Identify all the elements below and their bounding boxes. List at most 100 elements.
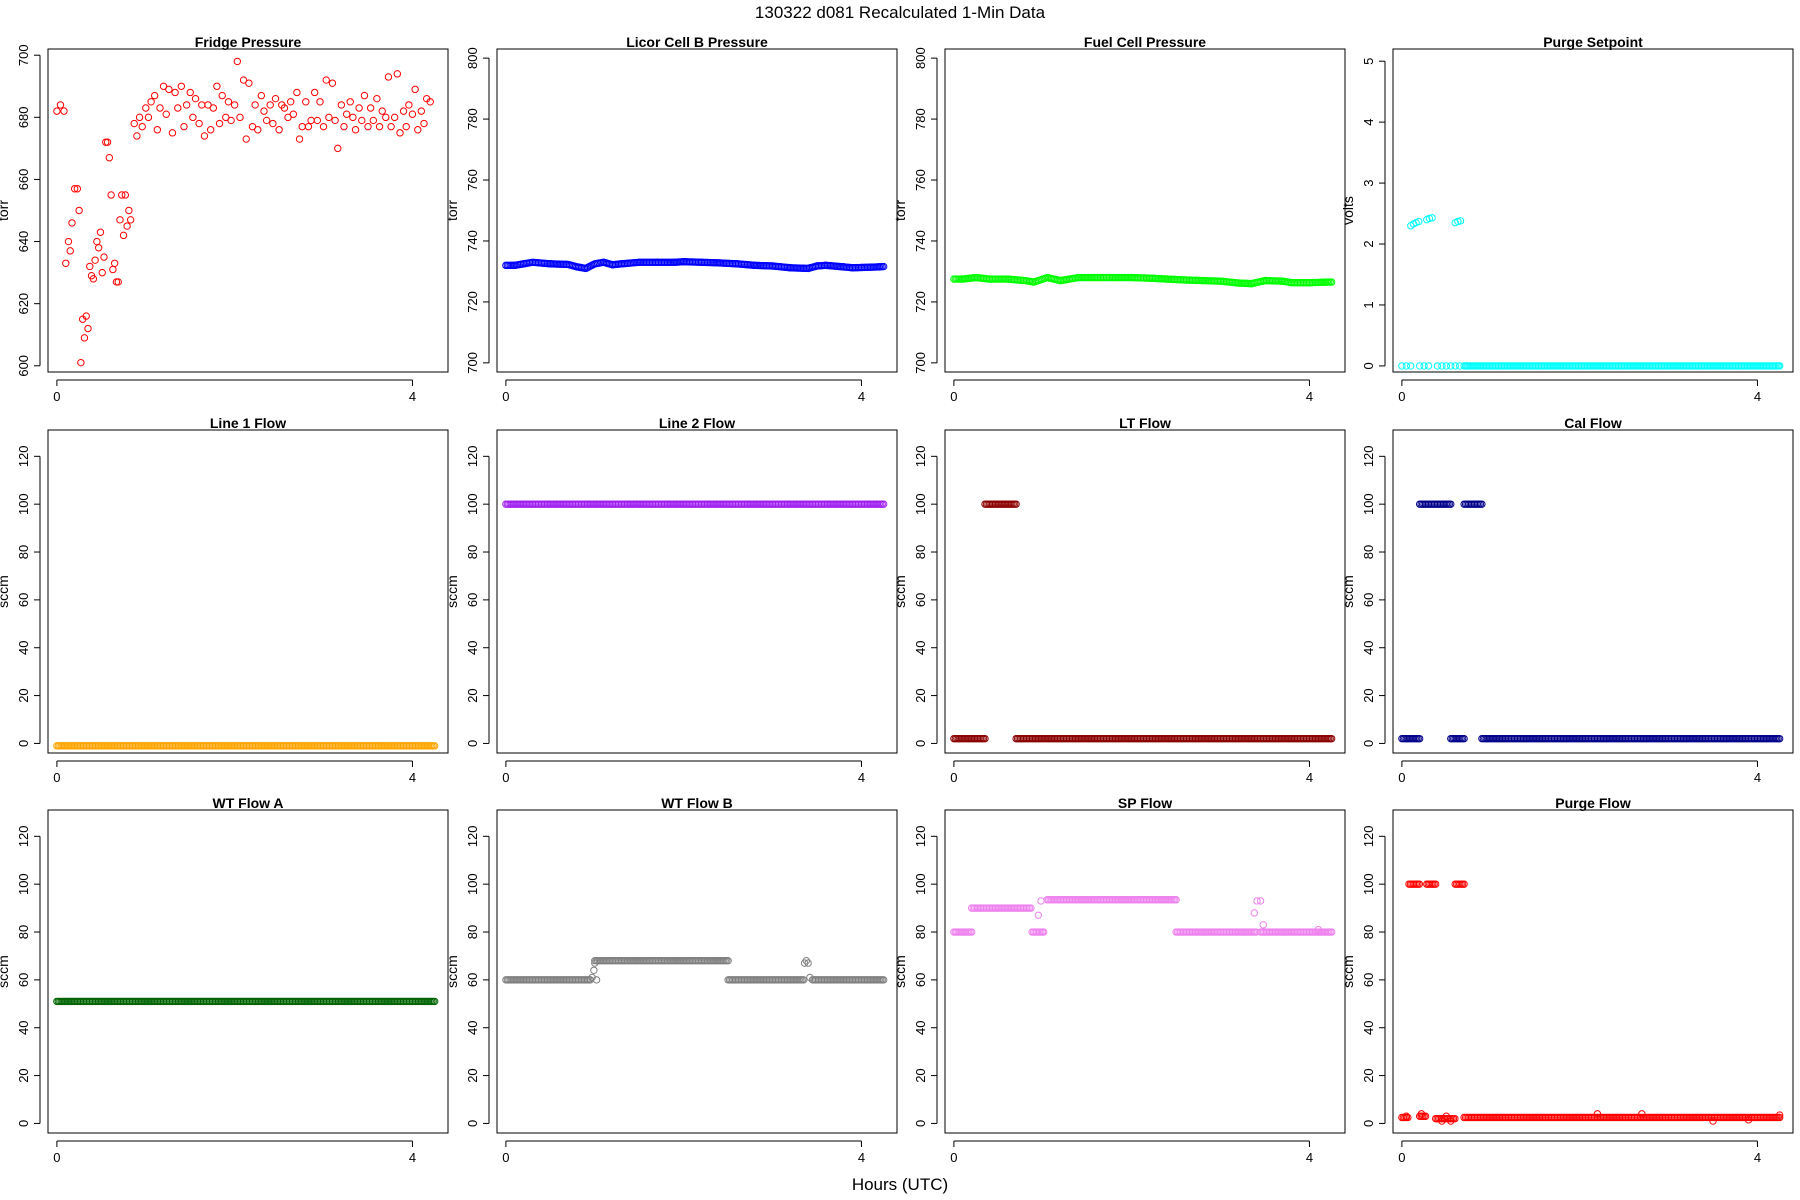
data-point (1447, 1117, 1455, 1125)
data-points (53, 742, 439, 750)
data-point (103, 138, 112, 146)
data-point (390, 113, 399, 122)
data-point (588, 973, 596, 982)
x-tick-label: 0 (1398, 389, 1405, 404)
y-tick-label: 0 (465, 740, 480, 747)
y-tick-label: 0 (16, 740, 31, 747)
data-point (800, 959, 809, 967)
data-point (331, 116, 339, 125)
y-tick-label: 700 (913, 352, 928, 374)
y-tick-label: 720 (913, 291, 928, 313)
data-point (346, 98, 354, 106)
y-tick-label: 20 (1361, 688, 1376, 702)
data-point (1420, 362, 1428, 370)
data-point (426, 98, 434, 106)
data-point (369, 116, 378, 125)
data-point (430, 997, 439, 1006)
plot-frame (944, 809, 1346, 1134)
data-points (502, 500, 888, 508)
data-point (322, 76, 330, 84)
data-point (248, 122, 257, 131)
data-point (142, 104, 150, 112)
y-tick-label: 740 (913, 230, 928, 252)
plot-frame (496, 48, 898, 373)
data-point (591, 959, 599, 967)
data-point (1438, 1117, 1446, 1125)
data-point (358, 116, 366, 125)
data-point (82, 312, 90, 320)
y-axis-label: volts (1340, 196, 1356, 225)
y-tick-label: 100 (1361, 873, 1376, 895)
data-point (125, 206, 133, 215)
y-tick-label: 40 (16, 1020, 31, 1034)
data-point (286, 98, 295, 106)
data-point (402, 122, 410, 131)
data-point (200, 132, 209, 140)
data-point (1327, 928, 1336, 936)
data-point (93, 237, 101, 246)
y-tick-label: 680 (16, 106, 31, 128)
x-tick-label: 0 (502, 1150, 509, 1165)
plot-frame (47, 809, 449, 1134)
y-tick-label: 60 (465, 593, 480, 607)
data-points (1398, 214, 1784, 370)
y-tick-label: 640 (16, 231, 31, 253)
data-point (266, 101, 274, 109)
y-tick-label: 20 (913, 688, 928, 702)
data-point (168, 129, 177, 137)
data-point (159, 82, 168, 90)
data-points (1398, 500, 1784, 743)
x-tick-label: 0 (502, 770, 509, 785)
y-tick-label: 0 (1361, 362, 1376, 369)
data-point (396, 129, 404, 137)
y-tick-label: 620 (16, 293, 31, 315)
y-tick-label: 780 (465, 108, 480, 130)
y-tick-label: 100 (465, 873, 480, 895)
data-points (502, 957, 888, 984)
y-tick-label: 60 (16, 593, 31, 607)
data-point (105, 154, 114, 162)
data-point (60, 107, 68, 115)
x-tick-label: 4 (1754, 770, 1761, 785)
data-point (1250, 909, 1259, 917)
panel-1: Fridge Pressure torr 600 620 640 660 680 700 0 4 (0, 34, 449, 404)
y-tick-label: 660 (16, 169, 31, 191)
data-point (195, 119, 203, 128)
data-points (950, 273, 1336, 288)
panel-title: Cal Flow (1564, 415, 1622, 431)
y-tick-label: 20 (913, 1068, 928, 1082)
data-point (399, 107, 408, 115)
y-tick-label: 120 (16, 825, 31, 847)
data-point (1451, 1114, 1459, 1123)
data-point (1012, 500, 1020, 508)
y-tick-label: 20 (16, 688, 31, 702)
y-tick-label: 20 (465, 688, 480, 702)
data-point (387, 122, 395, 131)
x-tick-label: 0 (53, 389, 60, 404)
data-point (298, 122, 306, 131)
data-point (174, 104, 182, 112)
data-point (1327, 278, 1336, 286)
x-tick-label: 4 (409, 770, 416, 785)
data-point (319, 122, 328, 131)
data-point (153, 126, 162, 134)
data-point (1442, 1112, 1451, 1120)
panel-title: Purge Setpoint (1543, 34, 1643, 50)
data-point (118, 191, 126, 199)
data-point (1253, 897, 1261, 905)
data-point (310, 88, 319, 97)
data-point (96, 228, 105, 236)
data-point (242, 135, 250, 143)
panel-2: Licor Cell B Pressure torr 700 720 740 760 780… (444, 34, 898, 404)
data-point (77, 358, 85, 367)
data-point (337, 101, 346, 109)
data-point (262, 116, 271, 125)
y-tick-label: 100 (1361, 493, 1376, 515)
data-point (130, 119, 138, 128)
data-point (182, 101, 191, 109)
data-point (53, 107, 61, 115)
data-point (1709, 1117, 1717, 1125)
y-tick-label: 60 (1361, 973, 1376, 987)
data-point (213, 82, 221, 90)
